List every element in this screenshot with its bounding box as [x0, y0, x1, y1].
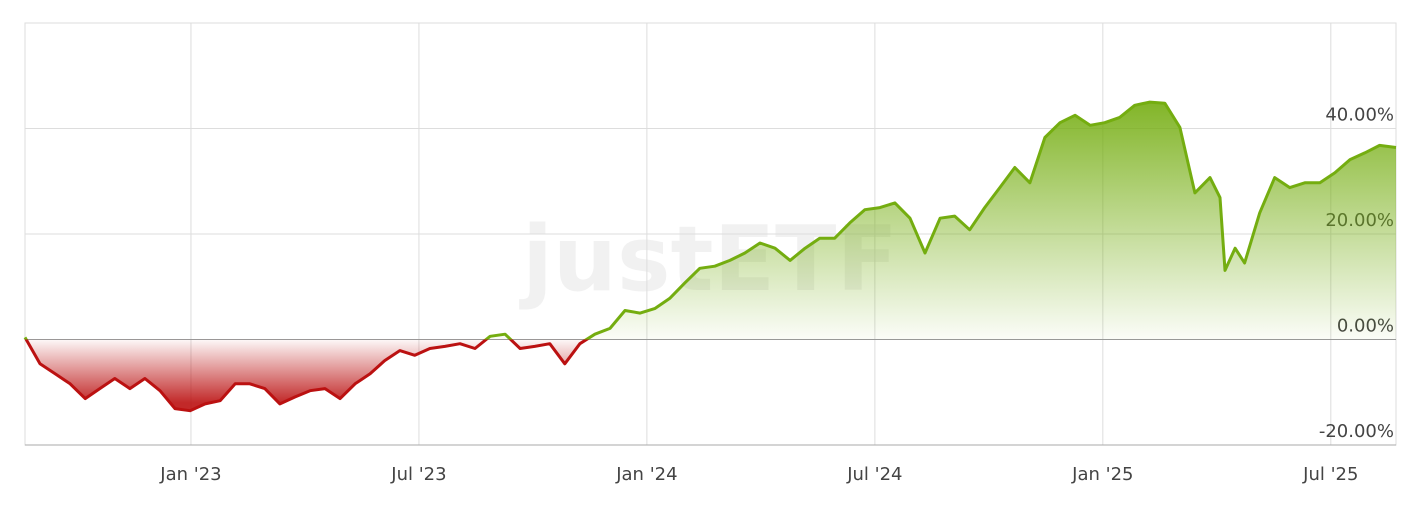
x-tick-label: Jul '24 [846, 464, 902, 485]
line [23, 100, 1397, 413]
x-tick-label: Jan '23 [159, 464, 221, 485]
x-tick-label: Jan '24 [615, 464, 677, 485]
x-tick-label: Jul '25 [1302, 464, 1358, 485]
y-tick-label: 40.00% [1325, 105, 1394, 126]
x-tick-label: Jul '23 [390, 464, 446, 485]
y-tick-label: -20.00% [1319, 421, 1394, 442]
area [25, 102, 1396, 411]
x-tick-label: Jan '25 [1071, 464, 1133, 485]
